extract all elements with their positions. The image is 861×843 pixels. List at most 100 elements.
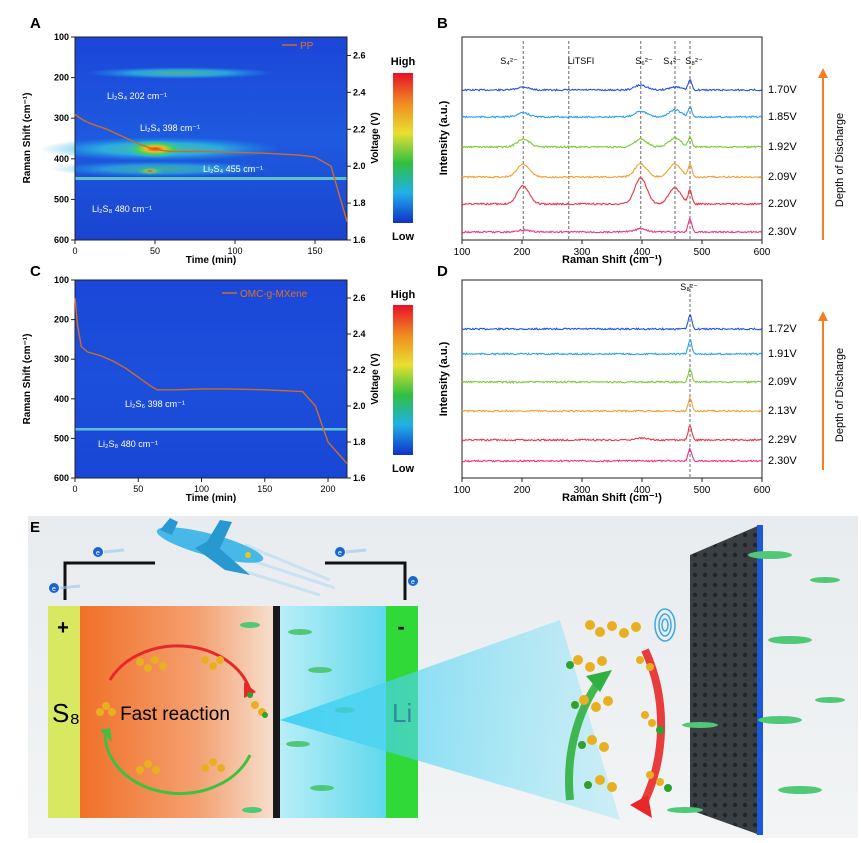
voltage-b-5: 2.20V <box>768 198 797 210</box>
voltage-b-4: 2.09V <box>768 171 797 183</box>
v-tick-c-1: 2.4 <box>353 329 366 339</box>
y-tick-a-0: 100 <box>54 32 69 42</box>
panel-letter-a: A <box>30 15 41 32</box>
x-tick-d-1: 200 <box>514 485 531 496</box>
mxene-edge <box>757 525 763 835</box>
spectrum-d-2.29V <box>461 424 763 442</box>
axes-c: 0 50 100 150 200 100 200 300 400 500 600 2.6 2.4 2.2 2… <box>54 275 366 494</box>
ions-right <box>667 551 845 813</box>
electron-label-3: e <box>338 550 342 557</box>
xlabel-c: Time (min) <box>186 493 236 504</box>
voltage-d-2: 1.91V <box>768 348 797 360</box>
v-tick-a-2: 2.2 <box>353 124 366 134</box>
molecules-cycle <box>96 656 268 774</box>
reaction-label: Fast reaction <box>120 704 230 725</box>
x-tick-c-4: 200 <box>321 484 336 494</box>
separator <box>273 606 280 818</box>
xlabel-a: Time (min) <box>186 255 236 266</box>
y-tick-c-2: 300 <box>54 354 69 364</box>
xlabel-d: Raman Shift (cm⁻¹) <box>562 492 662 504</box>
electron-label-4: e <box>411 579 415 586</box>
zoom-beam <box>280 620 620 820</box>
peak-label-b-5: S₈²⁻ <box>685 56 703 66</box>
voltage-b-3: 1.92V <box>768 141 797 153</box>
plus-sign: + <box>57 617 69 639</box>
v-tick-c-4: 1.8 <box>353 437 366 447</box>
y2label-a: Voltage (V) <box>370 112 381 163</box>
cycle-arrow-red <box>108 644 252 691</box>
x-tick-a-3: 150 <box>307 246 322 256</box>
y-tick-c-0: 100 <box>54 275 69 285</box>
voltage-d-5: 2.29V <box>768 434 797 446</box>
spectrum-b-1.92V <box>461 134 762 149</box>
arrow-head-d <box>818 311 828 321</box>
y-tick-a-5: 600 <box>54 235 69 245</box>
v-tick-c-0: 2.6 <box>353 293 366 303</box>
catalyst-ring-icon <box>654 608 676 642</box>
electron-label-2: e <box>96 550 100 557</box>
ylabel-d: Intensity (a.u.) <box>438 341 450 416</box>
panel-c: C OMC-g-MXene Li₂S₆ 398 cm⁻¹ Li₂S₈ 480 c… <box>22 263 415 504</box>
cycle-arrow-green <box>103 734 252 795</box>
v-tick-c-5: 1.6 <box>353 473 366 483</box>
spectrum-b-2.09V <box>461 162 763 179</box>
colorbar-a-low: Low <box>392 231 414 243</box>
colorbar-c-low: Low <box>392 463 414 475</box>
x-tick-c-0: 0 <box>72 484 77 494</box>
cathode-label: S₈ <box>52 698 80 728</box>
spectrum-d-1.72V <box>461 314 763 331</box>
voltage-curve-a <box>74 113 348 222</box>
x-tick-a-1: 50 <box>150 246 160 256</box>
x-tick-b-4: 500 <box>694 247 711 258</box>
v-tick-c-3: 2.0 <box>353 401 366 411</box>
colorbar-c-high: High <box>391 289 416 301</box>
x-tick-b-3: 400 <box>634 247 651 258</box>
voltage-b-1: 1.70V <box>768 84 797 96</box>
annotation-c-1: Li₂S₆ 398 cm⁻¹ <box>125 399 185 409</box>
voltage-d-6: 2.30V <box>768 455 797 467</box>
mxene-sheet <box>690 525 760 835</box>
spectra-d <box>461 284 763 478</box>
airplane-icon <box>156 518 336 597</box>
x-tick-a-2: 100 <box>227 246 242 256</box>
x-tick-b-1: 200 <box>514 247 531 258</box>
x-tick-c-2: 100 <box>194 484 209 494</box>
x-tick-d-5: 600 <box>754 485 771 496</box>
x-tick-c-1: 50 <box>133 484 143 494</box>
panel-b: B 100 200 300 400 500 600 S₄²⁻ LiTSFI S₆²⁻ S₄… <box>437 15 846 266</box>
molecules-zoom <box>566 620 672 792</box>
voltage-d-4: 2.13V <box>768 405 797 417</box>
ylabel-c: Raman Shift (cm⁻¹) <box>22 334 33 425</box>
peak-label-b-4: S₄²⁻ <box>663 56 681 66</box>
spectrum-b-2.30V <box>461 217 762 234</box>
peak-label-d-1: S₈²⁻ <box>680 282 698 292</box>
y-tick-a-3: 400 <box>54 154 69 164</box>
panel-d: D 100 200 300 400 500 600 S₈²⁻ 1.72V 1.91V 2.… <box>437 263 846 504</box>
x-tick-d-4: 500 <box>694 485 711 496</box>
minus-sign: - <box>397 614 404 639</box>
side-label-d: Depth of Discharge <box>834 348 846 442</box>
x-tick-c-3: 150 <box>257 484 272 494</box>
y2label-c: Voltage (V) <box>370 353 381 404</box>
y-tick-c-4: 500 <box>54 433 69 443</box>
voltage-d-1: 1.72V <box>768 323 797 335</box>
annotation-a-3: Li₂S₄ 455 cm⁻¹ <box>203 164 263 174</box>
y-tick-c-5: 600 <box>54 473 69 483</box>
voltage-d-3: 2.09V <box>768 376 797 388</box>
v-tick-a-5: 1.6 <box>353 235 366 245</box>
x-tick-d-0: 100 <box>454 485 471 496</box>
zoom-arrow-green <box>564 677 604 801</box>
voltage-b-6: 2.30V <box>768 226 797 238</box>
spectrum-d-2.30V <box>461 447 762 463</box>
x-tick-b-0: 100 <box>454 247 471 258</box>
v-tick-a-4: 1.8 <box>353 198 366 208</box>
spectrum-b-1.85V <box>461 105 763 119</box>
v-tick-c-2: 2.2 <box>353 365 366 375</box>
side-label-b: Depth of Discharge <box>834 113 846 207</box>
panel-letter-d: D <box>437 263 448 280</box>
x-tick-b-5: 600 <box>754 247 771 258</box>
spectrum-d-2.09V <box>461 367 762 384</box>
arrow-head-b <box>818 68 828 78</box>
x-tick-d-3: 400 <box>634 485 651 496</box>
